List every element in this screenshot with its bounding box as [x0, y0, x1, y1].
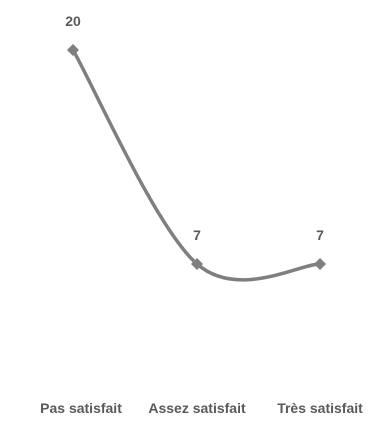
x-tick-label-tres-satisfait: Très satisfait	[277, 400, 363, 416]
data-point-marker	[67, 44, 79, 56]
data-label: 7	[193, 227, 201, 243]
x-tick-label-pas-satisfait: Pas satisfait	[40, 400, 122, 416]
data-point-marker	[314, 258, 326, 270]
data-label: 20	[65, 13, 81, 29]
series-line	[71, 48, 322, 282]
data-label: 7	[316, 227, 324, 243]
data-point-marker	[191, 258, 203, 270]
x-tick-label-assez-satisfait: Assez satisfait	[148, 400, 246, 416]
